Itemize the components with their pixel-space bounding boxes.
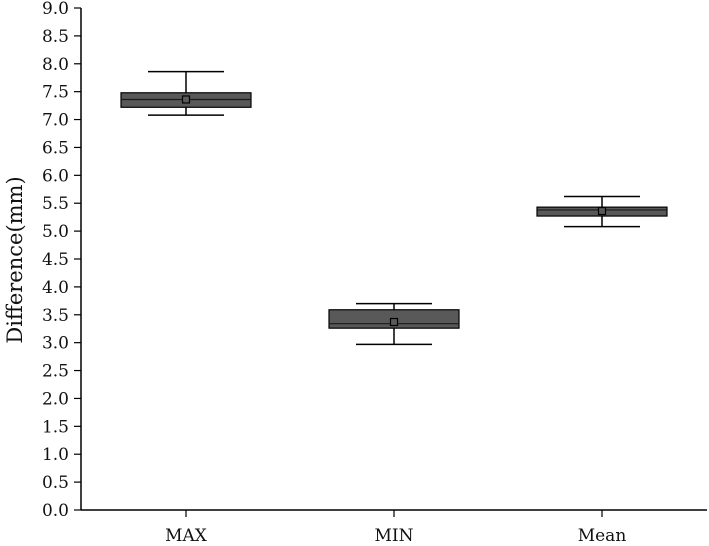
y-tick-label: 9.0: [42, 0, 69, 19]
y-tick-label: 4.0: [42, 278, 69, 298]
boxes: [120, 70, 668, 346]
y-tick-label: 1.5: [42, 417, 69, 437]
y-axis-title: Difference(mm): [3, 176, 27, 343]
y-tick-label: 7.5: [42, 83, 69, 103]
x-category-label: Mean: [578, 526, 627, 546]
x-category-label: MAX: [165, 526, 208, 546]
y-tick-label: 1.0: [42, 445, 69, 465]
y-tick-label: 3.5: [42, 306, 69, 326]
y-tick-label: 3.0: [42, 334, 69, 354]
box-mean: [536, 195, 668, 228]
y-tick-label: 6.0: [42, 166, 69, 186]
y-axis: 0.0 0.5 1.0 1.5 2.0 2.5 3.0 3.5 4.0 4.5 5.0 5.5 6.0 6…: [42, 0, 82, 521]
box-max: [120, 70, 252, 116]
y-tick-label: 6.5: [42, 138, 69, 158]
y-tick-label: 7.0: [42, 111, 69, 131]
y-tick-label: 4.5: [42, 250, 69, 270]
y-tick-label: 2.0: [42, 389, 69, 409]
y-tick-label: 8.0: [42, 55, 69, 75]
y-tick-label: 5.5: [42, 194, 69, 214]
x-category-label: MIN: [375, 526, 414, 546]
y-tick-label: 0.0: [42, 501, 69, 521]
x-axis: MAX MIN Mean: [81, 509, 707, 546]
mean-marker: [389, 317, 399, 327]
mean-marker: [181, 95, 191, 104]
mean-marker: [597, 206, 607, 216]
y-tick-label: 5.0: [42, 222, 69, 242]
y-tick-label: 2.5: [42, 362, 69, 382]
box-min: [328, 302, 460, 346]
y-tick-label: 0.5: [42, 473, 69, 493]
y-tick-label: 8.5: [42, 27, 69, 47]
